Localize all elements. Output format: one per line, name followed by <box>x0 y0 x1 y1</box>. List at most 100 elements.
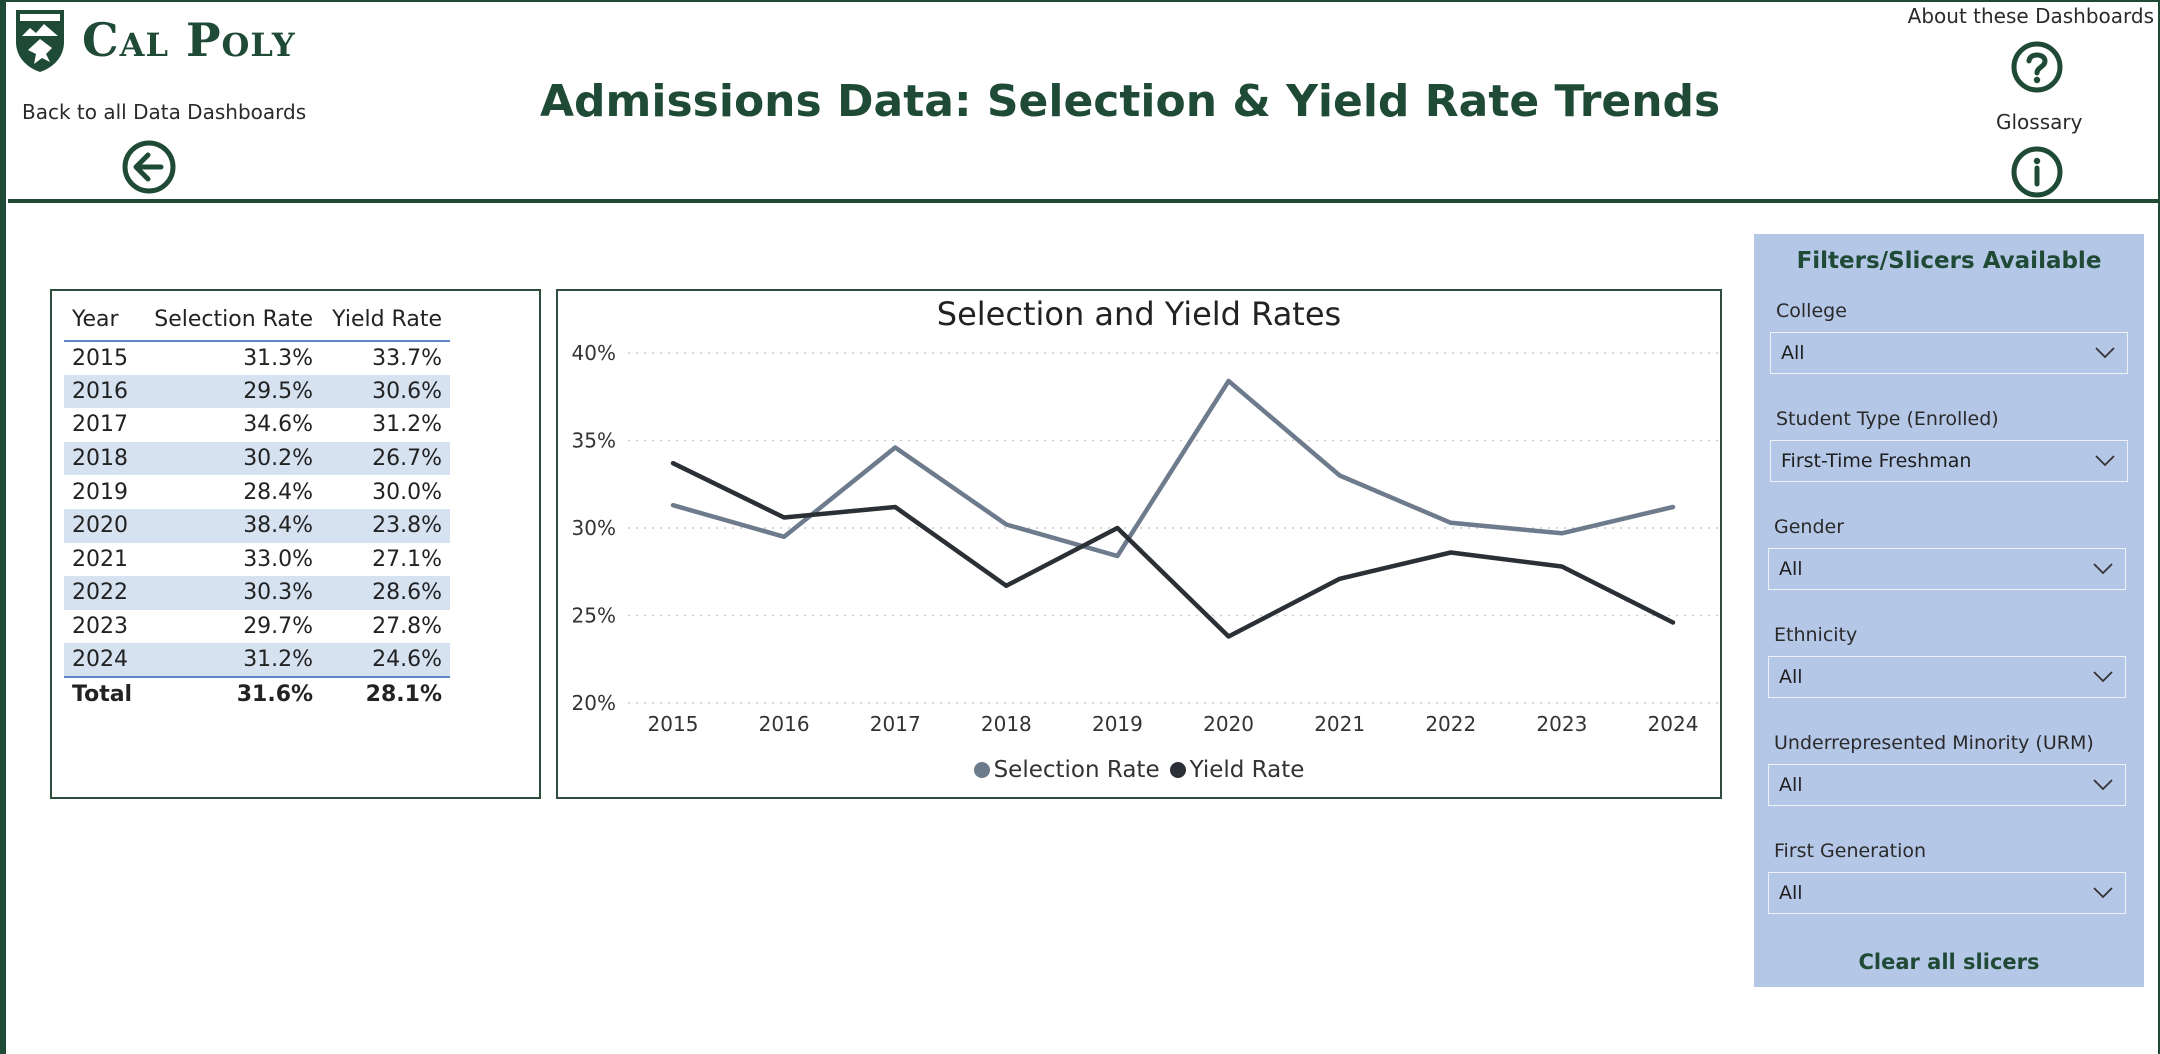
year-cell: 2019 <box>72 479 128 505</box>
chart-title: Selection and Yield Rates <box>936 295 1342 333</box>
table-row[interactable]: 2020 38.4% 23.8% <box>64 508 450 543</box>
column-header-selection-rate[interactable]: Selection Rate <box>141 301 322 342</box>
yield-rate-cell: 30.0% <box>372 479 442 505</box>
filters-title: Filters/Slicers Available <box>1796 248 2102 274</box>
first-generation-dropdown[interactable]: All <box>1768 872 2126 914</box>
dropdown-value: All <box>1781 342 1805 364</box>
chevron-down-icon <box>2093 671 2113 683</box>
selection-rate-cell: 33.0% <box>243 546 314 572</box>
line-chart: 20% 25% 30% 35% 40% 2015 2016 2017 2018 2019 2020 2… <box>572 341 1718 736</box>
filter-label: First Generation <box>1774 840 1927 862</box>
x-tick-label: 2022 <box>1425 712 1476 736</box>
table-row[interactable]: 2023 29.7% 27.8% <box>64 610 450 644</box>
table-row[interactable]: 2016 29.5% 30.6% <box>64 374 450 409</box>
dropdown-value: All <box>1779 666 1803 688</box>
filter-gender: Gender All <box>1768 516 2126 590</box>
urm-dropdown[interactable]: All <box>1768 764 2126 806</box>
dropdown-value: All <box>1779 558 1803 580</box>
question-circle-icon[interactable] <box>2010 40 2064 94</box>
arrow-left-circle-icon[interactable] <box>121 139 177 195</box>
year-cell: 2022 <box>64 576 142 610</box>
chevron-down-icon <box>2095 347 2115 359</box>
selection-rate-cell: 29.7% <box>243 614 314 640</box>
table-total-row: Total 31.6% 28.1% <box>64 677 450 711</box>
clear-all-slicers-button[interactable]: Clear all slicers <box>1858 950 2040 974</box>
filter-label: Gender <box>1774 516 1845 538</box>
series-line-selection-rate <box>670 378 1676 559</box>
rates-table: Year Selection Rate Yield Rate 2015 31.3%… <box>64 301 450 711</box>
year-cell: 2018 <box>64 441 142 476</box>
x-tick-label: 2020 <box>1203 712 1254 736</box>
yield-rate-cell: 24.6% <box>321 643 450 678</box>
chevron-down-icon <box>2095 455 2115 467</box>
year-cell: 2023 <box>72 614 128 640</box>
year-cell: 2024 <box>64 643 142 678</box>
rates-chart-card: Selection and Yield Rates 20% 25% 30% 35% 40… <box>556 289 1722 799</box>
filter-first-generation: First Generation All <box>1768 840 2126 914</box>
x-tick-label: 2024 <box>1648 712 1699 736</box>
filter-ethnicity: Ethnicity All <box>1768 624 2126 698</box>
column-header-yield-rate[interactable]: Yield Rate <box>321 301 450 342</box>
filter-college: College All <box>1770 300 2128 374</box>
student-type-dropdown[interactable]: First-Time Freshman <box>1770 440 2128 482</box>
x-tick-label: 2021 <box>1314 712 1365 736</box>
y-tick-label: 35% <box>572 429 616 453</box>
table-row[interactable]: 2022 30.3% 28.6% <box>64 576 450 610</box>
info-circle-icon[interactable] <box>2010 145 2064 199</box>
selection-rate-cell: 28.4% <box>243 479 314 505</box>
ethnicity-dropdown[interactable]: All <box>1768 656 2126 698</box>
table-row[interactable]: 2018 30.2% 26.7% <box>64 441 450 476</box>
page-title: Admissions Data: Selection & Yield Rate … <box>540 76 1721 127</box>
selection-rate-cell: 38.4% <box>141 508 322 543</box>
table-row[interactable]: 2021 33.0% 27.1% <box>64 543 450 577</box>
total-yield-rate-cell: 28.1% <box>365 682 442 708</box>
cal-poly-logo[interactable]: Cal Poly <box>12 6 296 74</box>
legend-swatch <box>973 762 990 778</box>
college-dropdown[interactable]: All <box>1770 332 2128 374</box>
chevron-down-icon <box>2093 563 2113 575</box>
table-row[interactable]: 2024 31.2% 24.6% <box>64 643 450 678</box>
y-tick-label: 20% <box>572 691 616 715</box>
selection-rate-cell: 34.6% <box>243 412 314 438</box>
chevron-down-icon <box>2093 887 2113 899</box>
x-tick-label: 2015 <box>648 712 699 736</box>
year-cell: 2021 <box>72 546 128 572</box>
yield-rate-cell: 31.2% <box>372 412 442 438</box>
filters-panel: Filters/Slicers Available College All St… <box>1754 234 2144 987</box>
filter-urm: Underrepresented Minority (URM) All <box>1768 732 2126 806</box>
selection-rate-cell: 31.3% <box>243 345 314 371</box>
yield-rate-cell: 26.7% <box>321 441 450 476</box>
x-tick-label: 2019 <box>1092 712 1143 736</box>
total-label-cell: Total <box>72 682 133 708</box>
legend-label: Yield Rate <box>1189 757 1305 783</box>
glossary-label: Glossary <box>1996 110 2083 134</box>
filter-label: Underrepresented Minority (URM) <box>1774 732 2094 754</box>
legend-item-selection-rate[interactable]: Selection Rate <box>973 757 1160 783</box>
dropdown-value: All <box>1779 774 1803 796</box>
logo-wordmark: Cal Poly <box>82 13 296 67</box>
series-line-yield-rate <box>670 460 1676 639</box>
year-cell: 2017 <box>72 412 128 438</box>
legend-item-yield-rate[interactable]: Yield Rate <box>1169 757 1305 783</box>
back-to-dashboards-link[interactable]: Back to all Data Dashboards <box>22 100 307 124</box>
table-row[interactable]: 2015 31.3% 33.7% <box>64 341 450 375</box>
filter-label: College <box>1776 300 1847 322</box>
table-row[interactable]: 2017 34.6% 31.2% <box>64 408 450 442</box>
column-header-year[interactable]: Year <box>64 301 142 342</box>
gender-dropdown[interactable]: All <box>1768 548 2126 590</box>
legend-swatch <box>1169 762 1186 778</box>
x-tick-label: 2018 <box>981 712 1032 736</box>
total-selection-rate-cell: 31.6% <box>236 682 314 708</box>
x-tick-label: 2017 <box>870 712 921 736</box>
y-tick-label: 25% <box>572 604 616 628</box>
about-dashboards-link[interactable]: About these Dashboards <box>1907 4 2154 28</box>
yield-rate-cell: 23.8% <box>321 508 450 543</box>
filter-label: Ethnicity <box>1774 624 1858 646</box>
year-cell: 2015 <box>72 345 128 371</box>
table-row[interactable]: 2019 28.4% 30.0% <box>64 475 450 509</box>
filter-student-type: Student Type (Enrolled) First-Time Fresh… <box>1770 408 2128 482</box>
yield-rate-cell: 30.6% <box>321 374 450 409</box>
selection-rate-cell: 31.2% <box>141 643 322 678</box>
y-tick-label: 40% <box>572 341 616 365</box>
header-divider <box>8 199 2158 203</box>
